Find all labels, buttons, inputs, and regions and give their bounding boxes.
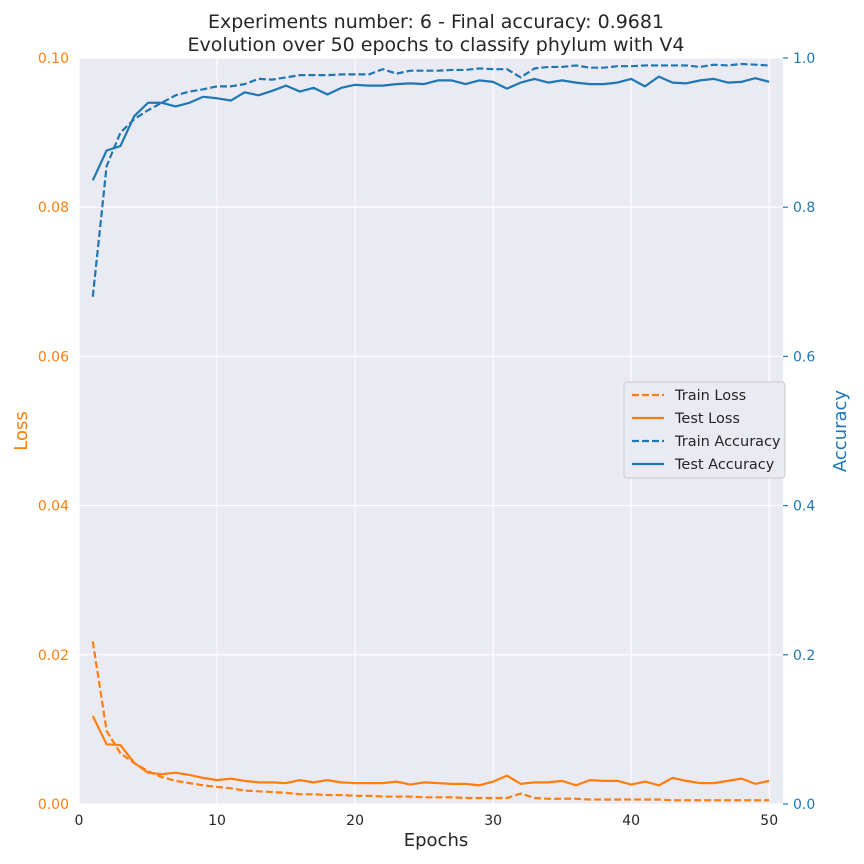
legend: Train Loss Test Loss Train Accuracy Test… — [623, 381, 786, 479]
right-tick-label-0: 0.0 — [793, 797, 815, 813]
series-line-test-accuracy — [91, 75, 770, 181]
right-tick-label-4: 0.8 — [793, 200, 815, 216]
x-axis-label: Epochs — [404, 830, 469, 851]
series-layer — [91, 62, 770, 802]
legend-label-test-accuracy: Test Accuracy — [674, 457, 775, 473]
y-axis-label-right: Accuracy — [830, 390, 851, 473]
ticks: 0 10 20 30 40 50 0.00 0.02 0.04 0.06 0.08 0.10 0.0 0.… — [38, 51, 816, 829]
x-tick-label-4: 40 — [622, 813, 640, 829]
left-tick-label-5: 0.10 — [38, 51, 69, 67]
chart-title-line-2: Evolution over 50 epochs to classify phy… — [188, 34, 685, 56]
legend-label-train-loss: Train Loss — [674, 388, 746, 404]
x-tick-label-0: 0 — [75, 813, 84, 829]
legend-label-train-accuracy: Train Accuracy — [674, 434, 781, 450]
x-tick-label-1: 10 — [208, 813, 226, 829]
left-tick-label-3: 0.06 — [38, 349, 69, 365]
right-tick-label-5: 1.0 — [793, 51, 815, 67]
right-tick-label-1: 0.2 — [793, 648, 815, 664]
chart-title-line-1: Experiments number: 6 - Final accuracy: … — [208, 11, 664, 33]
left-tick-label-1: 0.02 — [38, 648, 69, 664]
legend-box — [623, 381, 786, 479]
series-line-train-accuracy — [91, 62, 770, 297]
right-tick-label-2: 0.4 — [793, 499, 815, 515]
left-tick-label-0: 0.00 — [38, 797, 69, 813]
x-tick-label-3: 30 — [484, 813, 502, 829]
left-tick-label-4: 0.08 — [38, 200, 69, 216]
x-tick-label-5: 50 — [760, 813, 778, 829]
left-tick-label-2: 0.04 — [38, 499, 69, 515]
right-tick-label-3: 0.6 — [793, 349, 815, 365]
legend-label-test-loss: Test Loss — [674, 411, 740, 427]
series-line-test-loss — [91, 715, 770, 787]
grid — [78, 57, 783, 805]
series-line-train-loss — [91, 641, 770, 802]
x-tick-label-2: 20 — [346, 813, 364, 829]
y-axis-label-left: Loss — [11, 411, 32, 450]
